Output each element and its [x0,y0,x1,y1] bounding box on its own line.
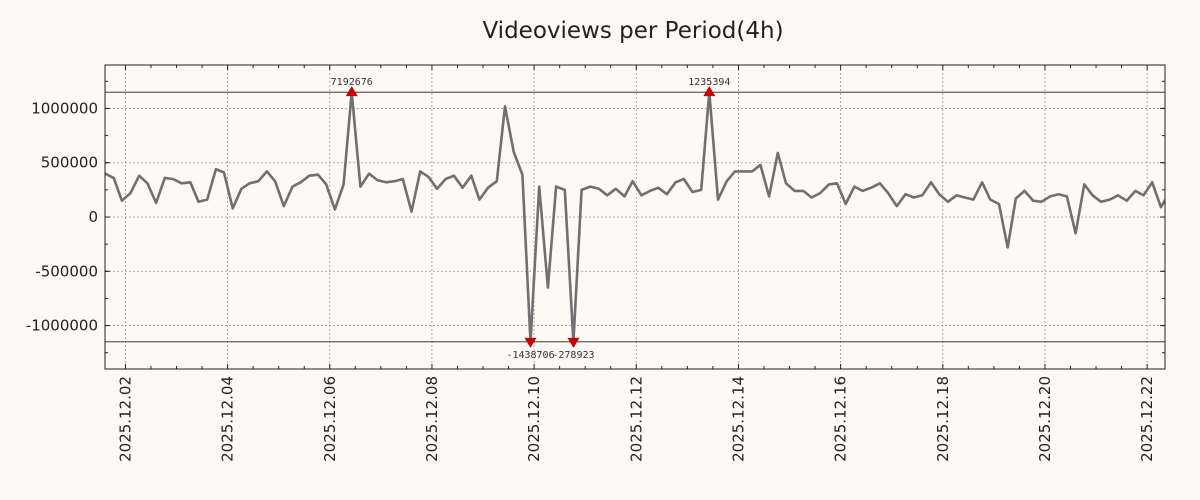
clip-marker-up [345,86,358,97]
x-tick-label: 2025.12.18 [934,376,952,462]
x-tick-label: 2025.12.10 [525,376,543,462]
annotation-label: -1438706 [506,350,554,361]
series-layer [105,90,1165,344]
annotation-label: -278923 [552,350,594,361]
series-line-videoviews [105,90,1165,344]
x-tick-label: 2025.12.02 [116,376,134,462]
clip-marker-up [703,86,716,97]
x-tick-label: 2025.12.16 [832,376,850,462]
clip-markers: 7192676 1235394 -1438706-278923 [331,77,731,361]
x-tick-label: 2025.12.08 [423,376,441,462]
x-tick-label: 2025.12.14 [729,376,747,462]
annotation-label: 1235394 [688,77,730,88]
annotation-label: 7192676 [331,77,373,88]
y-tick-label: 500000 [41,154,98,172]
grid-layer [105,65,1165,369]
x-tick-label: 2025.12.04 [219,376,237,462]
y-tick-label: 1000000 [31,99,98,117]
tick-layer: 1000000 500000 0 -500000 -1000000 2025.12.02 2… [26,65,1165,462]
x-tick-label: 2025.12.20 [1036,376,1054,462]
x-tick-label: 2025.12.06 [321,376,339,462]
clip-lines [105,91,1165,343]
x-tick-label: 2025.12.22 [1138,376,1156,462]
y-tick-label: 0 [88,208,98,226]
y-tick-label: -1000000 [26,317,98,335]
x-tick-label: 2025.12.12 [627,376,645,462]
chart-title: Videoviews per Period(4h) [482,18,783,44]
clip-marker-down [567,337,580,348]
clip-marker-down [524,337,537,348]
y-tick-label: -500000 [35,262,98,280]
